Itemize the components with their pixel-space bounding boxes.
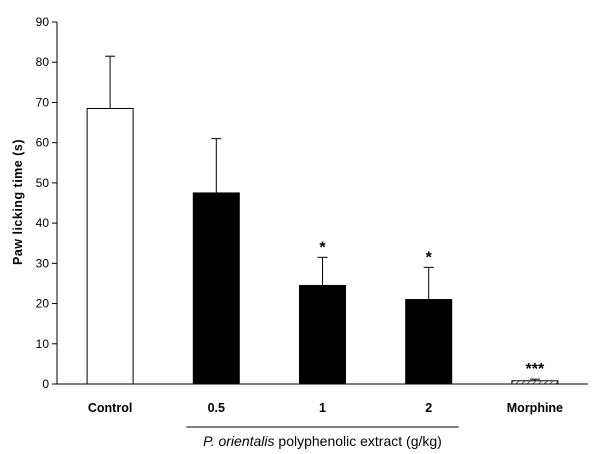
category-label: 1 [319, 401, 326, 415]
y-axis: 0 10 20 30 40 50 60 70 80 90 [36, 15, 58, 391]
bar-2 [405, 299, 453, 385]
y-tick-label: 80 [36, 55, 50, 69]
significance-marker: * [426, 249, 433, 266]
bar-control [86, 107, 134, 385]
y-tick-label: 10 [36, 337, 50, 351]
bar-1 [299, 284, 346, 385]
group-label-rest: polyphenolic extract (g/kg) [275, 433, 442, 449]
y-tick-label: 90 [36, 15, 50, 29]
y-tick-label: 20 [36, 297, 50, 311]
y-tick-label: 70 [36, 95, 50, 109]
y-tick-label: 60 [36, 136, 50, 150]
group-label-species: P. orientalis [203, 433, 274, 449]
significance-marker: *** [526, 361, 545, 378]
y-tick-label: 30 [36, 256, 50, 270]
y-tick-label: 50 [36, 176, 50, 190]
group-label: P. orientalis polyphenolic extract (g/kg… [203, 433, 442, 449]
bar-0-5 [192, 192, 240, 385]
significance-markers: ***** [319, 239, 545, 378]
error-bars [105, 55, 540, 381]
category-label: Control [88, 401, 132, 415]
category-label: 2 [425, 401, 432, 415]
significance-marker: * [319, 239, 326, 256]
y-axis-title: Paw licking time (s) [11, 139, 25, 265]
bars [86, 107, 559, 385]
y-tick-label: 40 [36, 216, 50, 230]
category-label: 0.5 [208, 401, 225, 415]
category-labels: Control 0.5 1 2 Morphine [88, 401, 563, 415]
y-tick-label: 0 [42, 377, 49, 391]
bar-morphine [511, 380, 559, 385]
category-label: Morphine [507, 401, 563, 415]
